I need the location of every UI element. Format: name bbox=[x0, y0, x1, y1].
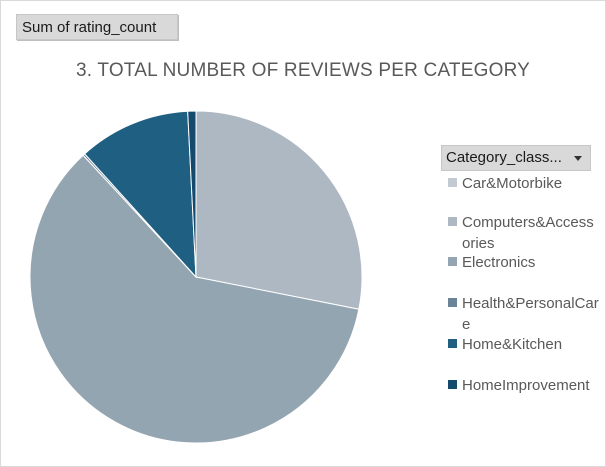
pie-slices bbox=[29, 110, 363, 444]
legend-swatch bbox=[448, 257, 457, 266]
legend-label: Health&PersonalCare bbox=[462, 295, 599, 333]
pie-slice-homeimprovement[interactable] bbox=[187, 110, 197, 278]
legend-swatch bbox=[448, 298, 457, 307]
pie-slice-computers-accessories[interactable] bbox=[195, 110, 363, 310]
legend-label: Home&Kitchen bbox=[462, 336, 563, 353]
pie-slice-home-kitchen[interactable] bbox=[83, 110, 197, 279]
chart-title: 3. TOTAL NUMBER OF REVIEWS PER CATEGORY bbox=[75, 60, 531, 81]
legend-label: Electronics bbox=[462, 254, 536, 271]
legend-filter-label: Category_class... bbox=[446, 149, 562, 166]
legend-swatch bbox=[448, 380, 457, 389]
legend-swatch bbox=[448, 217, 457, 226]
legend-swatch bbox=[448, 178, 457, 187]
legend-swatch bbox=[448, 339, 457, 348]
dropdown-arrow-icon bbox=[574, 156, 582, 161]
pivot-field-button[interactable]: Sum of rating_count bbox=[16, 14, 178, 40]
legend-label: Car&Motorbike bbox=[462, 175, 563, 192]
legend-label: HomeImprovement bbox=[462, 377, 590, 394]
legend-filter-button[interactable]: Category_class... bbox=[441, 145, 591, 171]
pie-slice-electronics[interactable] bbox=[29, 154, 360, 444]
legend-label: Computers&Accessories bbox=[462, 214, 594, 252]
